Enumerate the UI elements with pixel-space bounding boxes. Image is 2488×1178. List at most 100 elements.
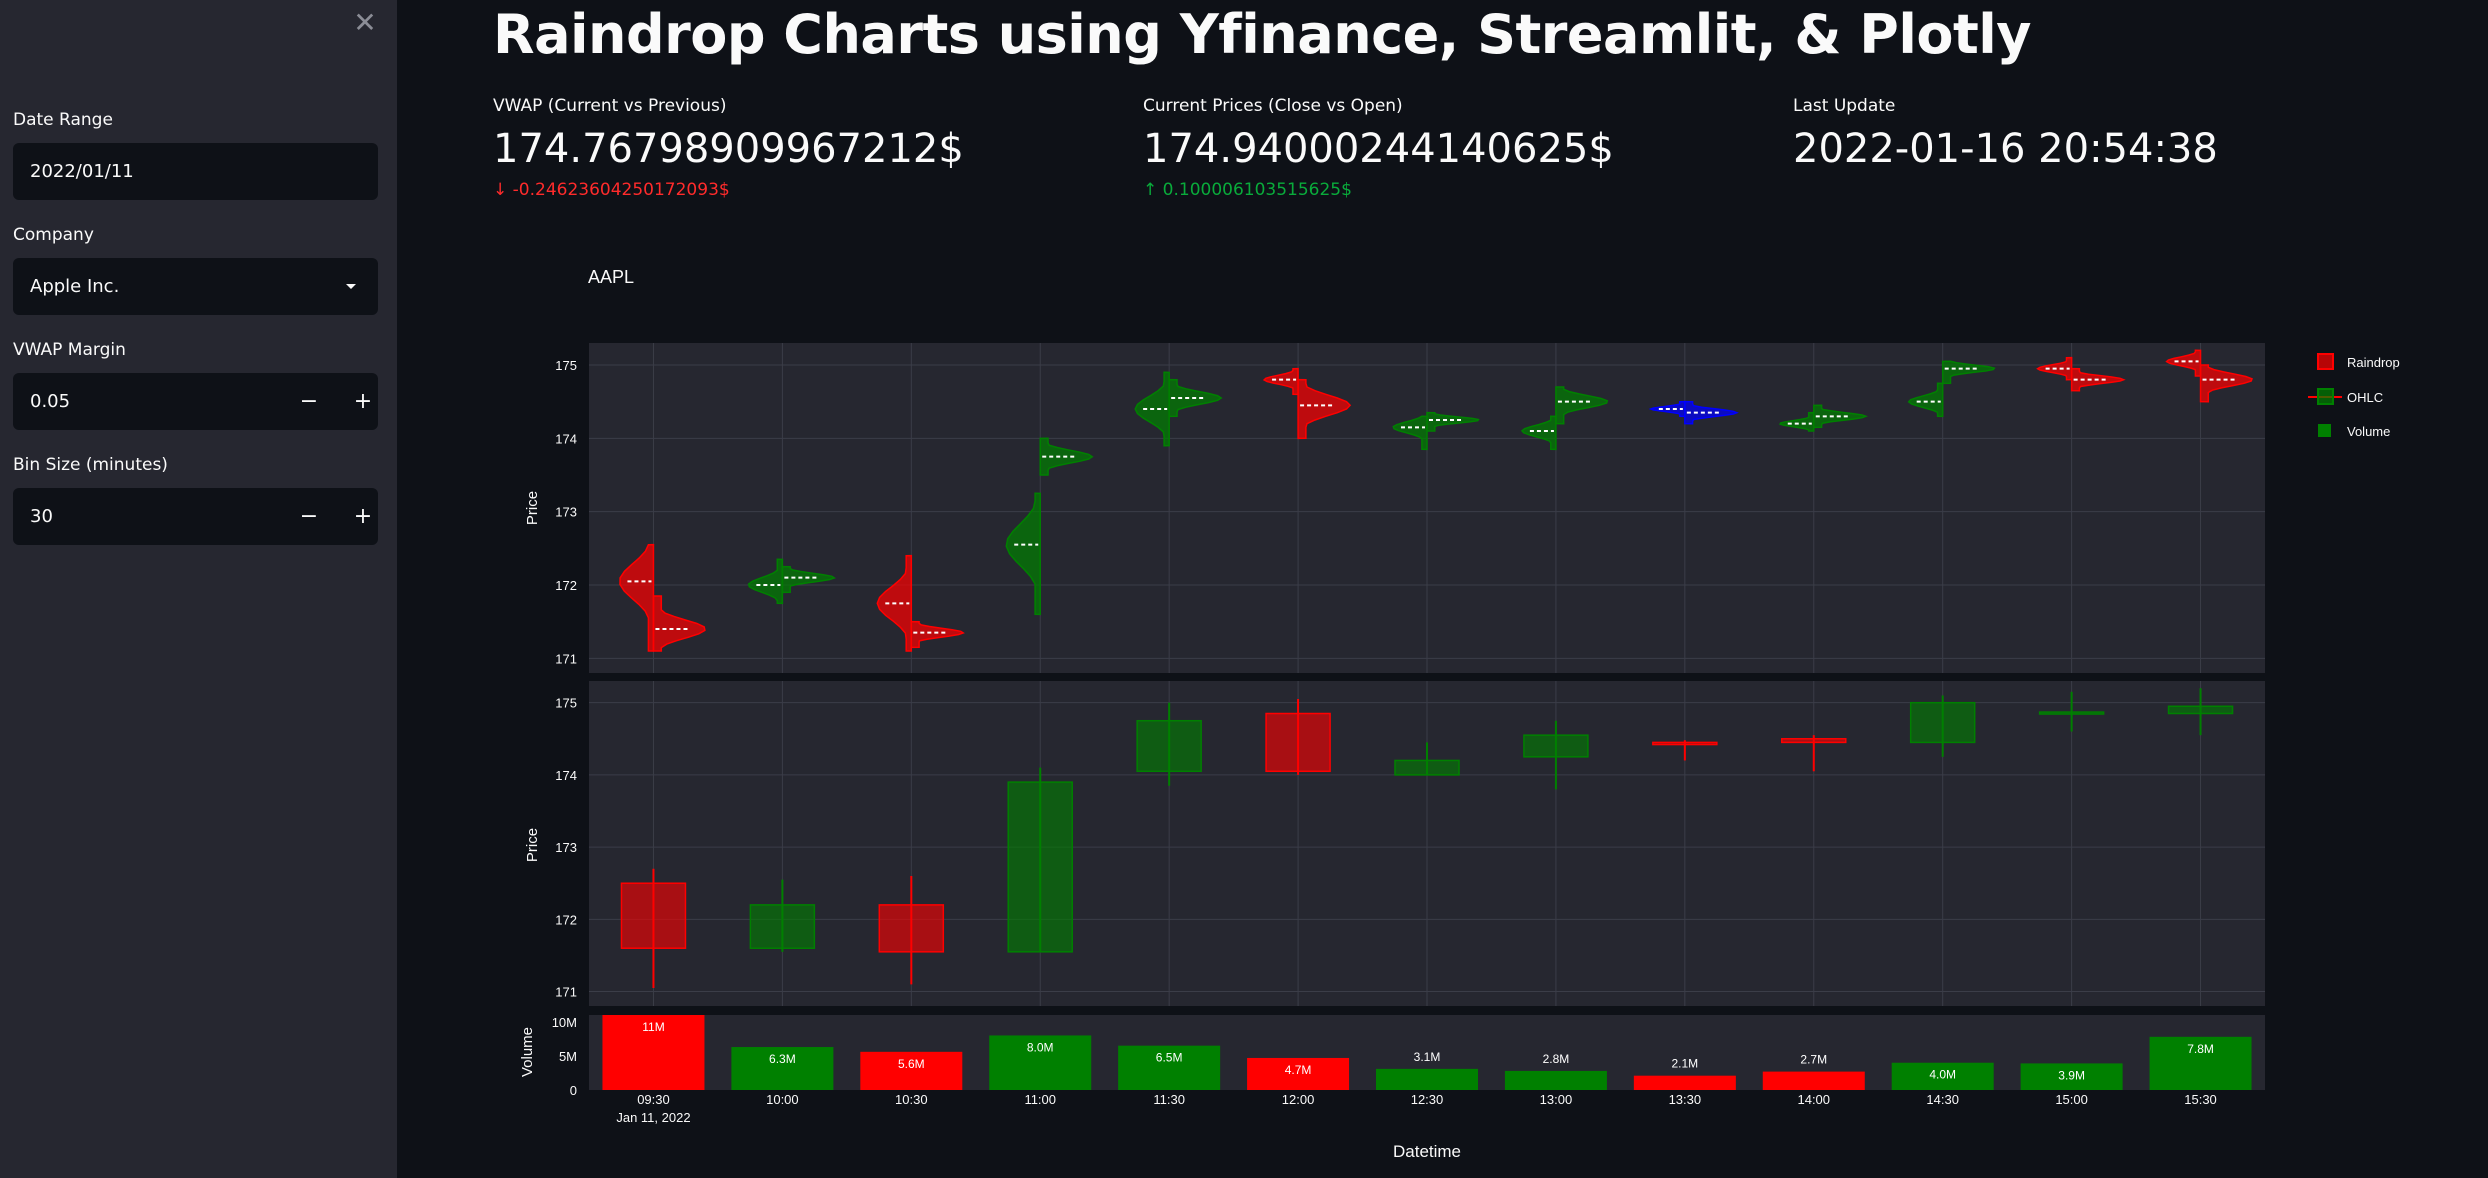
legend-label: Raindrop: [2347, 355, 2400, 370]
ohlc-y-tick-label: 173: [555, 840, 577, 855]
ohlc-candle-body: [1652, 741, 1718, 746]
volume-y-tick-label: 10M: [552, 1015, 577, 1030]
ohlc-candle-body: [1394, 759, 1460, 776]
metric-delta: ↑ 0.100006103515625$: [1143, 180, 1614, 200]
raindrop-left-half: [1005, 492, 1041, 616]
raindrop-left-half: [1262, 367, 1299, 396]
raindrop-left-half: [1779, 411, 1815, 432]
volume-bar: [860, 1051, 963, 1090]
volume-bar: [1504, 1070, 1607, 1090]
y-axis-title-volume: Volume: [519, 1027, 536, 1077]
chart-title: AAPL: [588, 267, 634, 287]
metric-delta-value: -0.24623604250172093$: [512, 180, 730, 200]
date-range-label: Date Range: [13, 110, 113, 130]
ohlc-candle-body: [1909, 701, 1976, 744]
date-range-input[interactable]: 2022/01/11: [13, 143, 378, 200]
metric-label: Current Prices (Close vs Open): [1143, 96, 1403, 116]
x-tick-label: 11:00: [1024, 1092, 1056, 1107]
volume-bar: [989, 1035, 1092, 1090]
bin-size-input[interactable]: 30 − +: [13, 488, 378, 545]
raindrop-right-half: [1555, 386, 1609, 425]
ohlc-candle-body: [1523, 734, 1589, 758]
raindrop-right-half: [1297, 378, 1352, 440]
x-tick-label: 12:30: [1411, 1092, 1444, 1107]
ohlc-candle-body: [2038, 711, 2105, 715]
legend-ohlc-swatch: [2317, 388, 2334, 405]
arrow-up-icon: ↑: [1143, 180, 1158, 200]
volume-bar: [1118, 1045, 1221, 1090]
bin-size-label: Bin Size (minutes): [13, 455, 168, 475]
volume-bar-label: 11M: [642, 1020, 664, 1034]
ohlc-y-tick-label: 174: [555, 768, 577, 783]
raindrop-left-half: [1392, 415, 1428, 451]
volume-y-tick-label: 5M: [559, 1049, 577, 1064]
vwap-margin-decrement-button[interactable]: −: [299, 389, 319, 414]
x-tick-label: 14:00: [1797, 1092, 1830, 1107]
volume-bar: [1247, 1057, 1350, 1090]
x-tick-label: 13:00: [1540, 1092, 1573, 1107]
x-tick-label: 15:30: [2184, 1092, 2217, 1107]
ohlc-y-tick-label: 175: [555, 696, 577, 711]
ohlc-y-tick-label: 172: [555, 912, 577, 927]
raindrop-right-half: [1941, 360, 1996, 385]
vwap-margin-increment-button[interactable]: +: [353, 389, 373, 414]
date-range-value: 2022/01/11: [30, 161, 134, 182]
metric-label: VWAP (Current vs Previous): [493, 96, 727, 116]
bin-size-increment-button[interactable]: +: [353, 504, 373, 529]
metric-value: 174.94000244140625$: [1143, 126, 1614, 172]
ohlc-candle-body: [1265, 712, 1331, 773]
raindrop-right-half: [910, 620, 965, 649]
bin-size-decrement-button[interactable]: −: [299, 504, 319, 529]
legend-label: OHLC: [2347, 390, 2383, 405]
volume-bar-label: 4.0M: [1929, 1068, 1956, 1082]
metric-value: 2022-01-16 20:54:38: [1793, 126, 2218, 172]
volume-bar-label: 2.8M: [1543, 1052, 1570, 1066]
raindrop-right-half: [1426, 411, 1480, 432]
volume-bar: [1633, 1075, 1736, 1090]
legend-label: Volume: [2347, 424, 2390, 439]
legend-raindrop-swatch: [2317, 353, 2334, 370]
sidebar: ✕ Date Range 2022/01/11 Company Apple In…: [0, 0, 397, 1178]
bin-size-value: 30: [30, 506, 53, 527]
chevron-down-icon: [346, 284, 356, 289]
volume-bar: [2020, 1063, 2123, 1090]
metric-current-prices: Current Prices (Close vs Open) 174.94000…: [1143, 96, 1614, 200]
page-title: Raindrop Charts using Yfinance, Streamli…: [493, 3, 2032, 66]
y-axis-title-raindrop: Price: [524, 491, 541, 525]
vwap-margin-input[interactable]: 0.05 − +: [13, 373, 378, 430]
x-tick-date-label: Jan 11, 2022: [616, 1110, 690, 1125]
company-select[interactable]: Apple Inc.: [13, 258, 378, 315]
arrow-down-icon: ↓: [493, 180, 508, 200]
raindrop-y-tick-label: 175: [555, 358, 577, 373]
volume-bar-label: 5.6M: [898, 1057, 925, 1071]
raindrop-y-tick-label: 174: [555, 431, 577, 446]
volume-bar: [1891, 1062, 1994, 1090]
metric-label: Last Update: [1793, 96, 1896, 116]
x-tick-label: 15:00: [2055, 1092, 2088, 1107]
raindrop-right-half: [652, 595, 706, 652]
volume-bar: [602, 1015, 705, 1090]
metric-vwap: VWAP (Current vs Previous) 174.767989099…: [493, 96, 964, 200]
volume-bar: [1376, 1068, 1478, 1090]
volume-bar: [2149, 1036, 2252, 1090]
raindrop-left-half: [1520, 415, 1557, 451]
volume-bar: [731, 1047, 834, 1090]
volume-bar-label: 7.8M: [2187, 1042, 2214, 1056]
ohlc-candle-body: [878, 904, 945, 953]
metric-delta-value: 0.100006103515625$: [1162, 180, 1352, 200]
ohlc-candle-body: [1781, 738, 1847, 744]
volume-bar-label: 3.1M: [1414, 1050, 1441, 1064]
x-axis-title: Datetime: [1393, 1142, 1461, 1161]
metric-delta: ↓ -0.24623604250172093$: [493, 180, 964, 200]
volume-y-tick-label: 0: [570, 1083, 577, 1098]
ohlc-candle-body: [1136, 719, 1202, 773]
x-tick-label: 12:00: [1282, 1092, 1315, 1107]
close-sidebar-button[interactable]: ✕: [350, 8, 380, 38]
vwap-margin-label: VWAP Margin: [13, 340, 126, 360]
ohlc-candle-body: [620, 882, 687, 949]
raindrop-left-half: [2165, 349, 2202, 377]
raindrop-right-half: [781, 565, 836, 594]
volume-bar-label: 6.5M: [1156, 1051, 1183, 1065]
raindrop-y-tick-label: 173: [555, 505, 577, 520]
